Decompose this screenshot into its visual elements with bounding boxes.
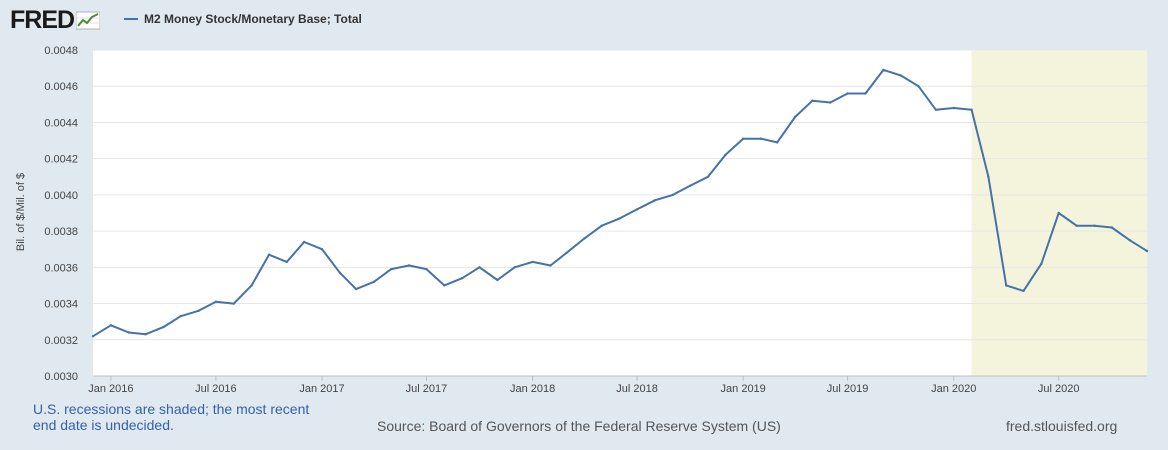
fred-logo[interactable]: FRED <box>10 5 101 34</box>
data-point <box>742 137 745 140</box>
chart-line-icon <box>76 11 101 30</box>
x-tick-label: Jul 2019 <box>827 383 869 395</box>
recession-note: U.S. recessions are shaded; the most rec… <box>33 401 310 433</box>
legend-line-swatch <box>124 18 138 20</box>
fred-logo-text: FRED <box>10 5 75 34</box>
y-tick-label: 0.0048 <box>44 45 78 57</box>
series-points <box>91 68 1149 338</box>
x-tick-label: Jan 2016 <box>88 383 133 395</box>
data-point <box>600 224 603 227</box>
y-tick-label: 0.0036 <box>44 262 78 274</box>
plot-area <box>93 50 1147 376</box>
data-point <box>565 251 568 254</box>
data-point <box>864 92 867 95</box>
data-point <box>1040 262 1043 265</box>
data-point <box>1110 226 1114 229</box>
data-point <box>899 74 902 77</box>
data-point <box>338 271 342 274</box>
data-point <box>952 106 955 110</box>
data-point <box>671 193 674 197</box>
x-tick-label: Jan 2020 <box>931 383 976 395</box>
data-point <box>829 101 832 104</box>
data-point <box>144 333 147 336</box>
y-tick-label: 0.0040 <box>44 190 78 202</box>
x-tick-label: Jan 2018 <box>510 383 555 395</box>
legend-series-label: M2 Money Stock/Monetary Base; Total <box>144 12 362 26</box>
data-point <box>882 68 885 72</box>
data-point <box>635 208 639 211</box>
data-point <box>461 277 464 280</box>
data-point <box>267 253 271 256</box>
data-point <box>320 248 324 251</box>
data-point <box>1128 239 1131 242</box>
x-tick-label: Jan 2017 <box>299 383 344 395</box>
data-point <box>285 260 288 264</box>
data-point <box>1022 289 1025 293</box>
x-axis-ticks: Jan 2016 Jul 2016 Jan 2017 Jul 2017 Jan 2018… <box>88 376 1080 395</box>
x-tick-label: Jul 2016 <box>195 383 237 395</box>
grid-lines <box>93 49 1147 377</box>
data-point <box>513 266 516 269</box>
data-point <box>91 335 95 338</box>
data-point <box>1145 249 1149 253</box>
y-tick-label: 0.0030 <box>44 371 78 383</box>
data-point <box>688 184 692 187</box>
data-point <box>425 267 428 271</box>
data-point <box>811 99 814 102</box>
data-point <box>549 264 552 267</box>
data-point <box>531 260 534 264</box>
data-point <box>618 217 621 220</box>
data-point <box>970 108 973 112</box>
data-point <box>127 331 130 334</box>
data-point <box>776 141 779 144</box>
data-point <box>917 85 920 88</box>
data-point <box>1093 224 1096 227</box>
y-axis-label: Bil. of $/Mil. of $ <box>15 173 27 251</box>
data-point <box>1075 224 1078 227</box>
x-tick-label: Jul 2018 <box>616 383 658 395</box>
data-point <box>197 309 200 312</box>
data-point <box>179 315 182 318</box>
y-tick-label: 0.0034 <box>44 299 78 311</box>
data-point <box>443 284 446 287</box>
chart-header: FRED M2 Money Stock/Monetary Base; Total <box>0 0 1168 40</box>
y-tick-label: 0.0046 <box>44 81 78 93</box>
y-tick-label: 0.0038 <box>44 226 78 238</box>
data-point <box>1057 211 1060 215</box>
x-tick-label: Jan 2019 <box>721 383 766 395</box>
data-point <box>987 175 990 178</box>
data-point <box>1005 284 1008 287</box>
data-point <box>407 264 411 267</box>
data-point <box>706 175 710 178</box>
data-point <box>653 199 657 202</box>
data-point <box>354 287 358 291</box>
y-tick-label: 0.0032 <box>44 335 78 347</box>
data-point <box>232 302 235 305</box>
x-tick-label: Jul 2017 <box>406 383 448 395</box>
y-axis-ticks: 0.0030 0.0032 0.0034 0.0036 0.0038 0.0040 0.00… <box>44 45 78 383</box>
x-tick-label: Jul 2020 <box>1038 383 1080 395</box>
data-point <box>250 284 253 287</box>
data-point <box>724 153 727 157</box>
data-point <box>162 325 165 329</box>
data-point <box>478 266 481 269</box>
y-tick-label: 0.0042 <box>44 154 78 166</box>
data-point <box>214 300 218 303</box>
data-point <box>109 324 113 327</box>
source-text: Source: Board of Governors of the Federa… <box>377 418 781 434</box>
data-point <box>583 237 586 240</box>
line-chart: 0.0030 0.0032 0.0034 0.0036 0.0038 0.0040 0.00… <box>15 45 1149 395</box>
data-point <box>302 240 306 244</box>
data-point <box>496 278 499 282</box>
data-point <box>934 108 938 112</box>
data-point <box>390 267 393 271</box>
data-point <box>372 280 376 283</box>
site-link[interactable]: fred.stlouisfed.org <box>1006 418 1118 434</box>
chart-legend: M2 Money Stock/Monetary Base; Total <box>124 12 362 26</box>
data-point <box>793 115 797 119</box>
data-point <box>846 92 849 95</box>
y-tick-label: 0.0044 <box>44 117 78 129</box>
data-point <box>759 137 763 140</box>
